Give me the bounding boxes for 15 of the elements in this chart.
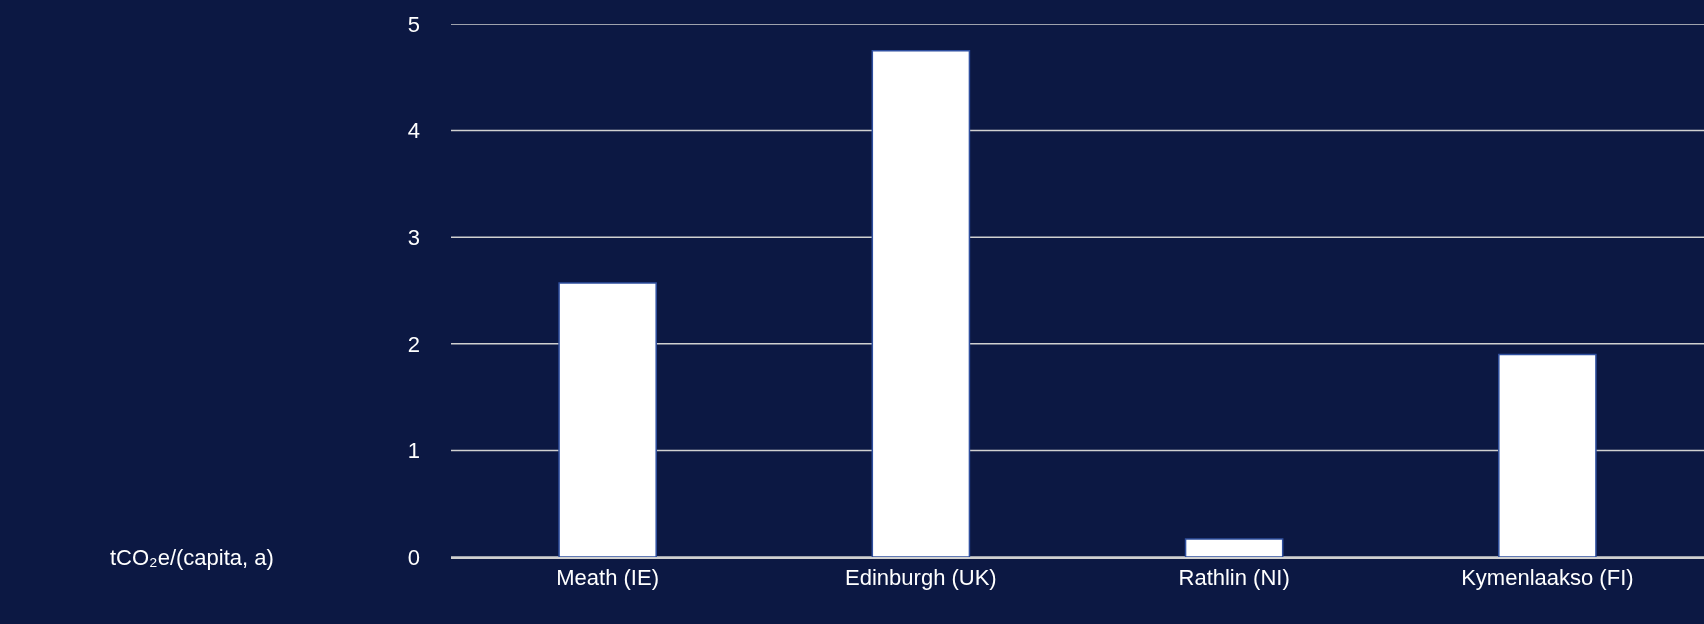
bar	[871, 49, 971, 557]
y-tick-label: 4	[407, 118, 420, 144]
bar	[558, 282, 657, 557]
y-tick-label: 5	[407, 11, 420, 37]
y-tick-label: 3	[407, 224, 420, 250]
y-tick-label: 1	[407, 438, 420, 464]
x-tick-label: Meath (IE)	[556, 565, 659, 591]
bar	[1184, 538, 1284, 557]
bar	[1498, 353, 1597, 557]
y-tick-label: 0	[407, 544, 420, 570]
y-tick-label: 2	[407, 331, 420, 357]
x-tick-label: Edinburgh (UK)	[845, 565, 997, 591]
text: tCO₂e/(capita, a)	[110, 545, 274, 570]
x-tick-label: Kymenlaakso (FI)	[1461, 565, 1634, 591]
x-tick-label: Rathlin (NI)	[1178, 565, 1290, 591]
